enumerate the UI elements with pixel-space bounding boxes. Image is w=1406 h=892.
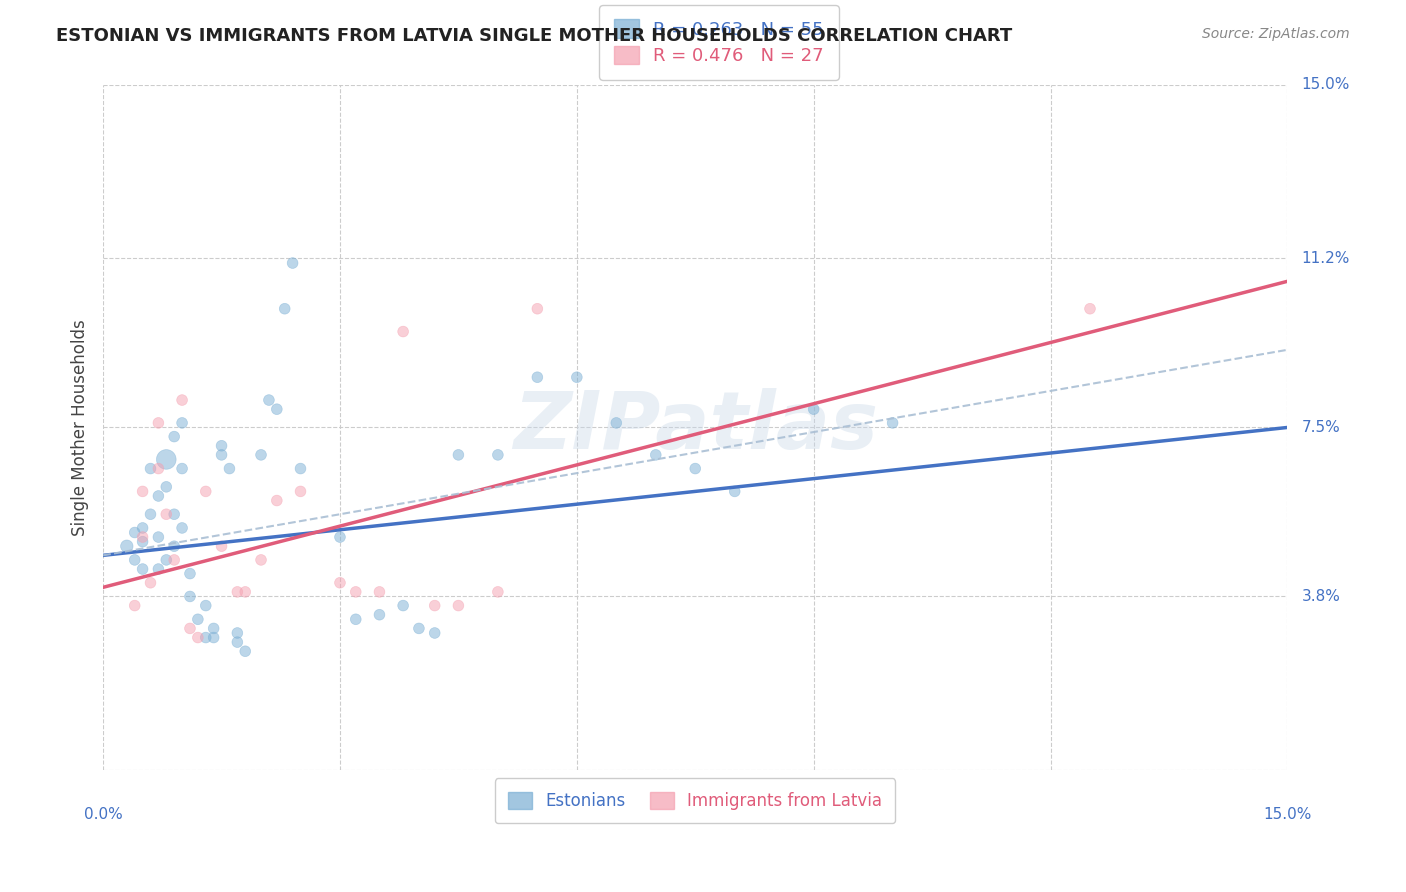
Point xyxy=(290,461,312,475)
Point xyxy=(172,393,194,408)
Point xyxy=(131,530,153,544)
Point xyxy=(172,461,194,475)
Point xyxy=(565,370,588,384)
Point xyxy=(172,416,194,430)
Point xyxy=(368,585,391,599)
Point xyxy=(392,599,415,613)
Point xyxy=(486,585,509,599)
Point xyxy=(486,448,509,462)
Text: 15.0%: 15.0% xyxy=(1263,806,1312,822)
Point xyxy=(124,525,146,540)
Point xyxy=(266,493,288,508)
Point xyxy=(392,325,415,339)
Point xyxy=(202,631,225,645)
Point xyxy=(329,575,352,590)
Legend: Estonians, Immigrants from Latvia: Estonians, Immigrants from Latvia xyxy=(495,779,896,823)
Text: 3.8%: 3.8% xyxy=(1302,589,1340,604)
Point xyxy=(266,402,288,417)
Point xyxy=(179,566,201,581)
Y-axis label: Single Mother Households: Single Mother Households xyxy=(72,319,89,536)
Point xyxy=(163,539,186,553)
Point xyxy=(226,626,249,640)
Point xyxy=(526,370,548,384)
Point xyxy=(131,521,153,535)
Point xyxy=(155,553,177,567)
Point xyxy=(211,539,233,553)
Point xyxy=(882,416,904,430)
Point xyxy=(194,631,217,645)
Point xyxy=(194,599,217,613)
Point xyxy=(605,416,627,430)
Point xyxy=(172,521,194,535)
Point xyxy=(250,553,273,567)
Text: 7.5%: 7.5% xyxy=(1302,420,1340,435)
Point xyxy=(233,644,256,658)
Point xyxy=(139,575,162,590)
Point xyxy=(163,553,186,567)
Point xyxy=(148,530,170,544)
Text: ESTONIAN VS IMMIGRANTS FROM LATVIA SINGLE MOTHER HOUSEHOLDS CORRELATION CHART: ESTONIAN VS IMMIGRANTS FROM LATVIA SINGL… xyxy=(56,27,1012,45)
Point xyxy=(447,448,470,462)
Point xyxy=(155,508,177,522)
Point xyxy=(218,461,240,475)
Point xyxy=(1078,301,1101,316)
Point xyxy=(131,484,153,499)
Point xyxy=(526,301,548,316)
Point xyxy=(202,622,225,636)
Point xyxy=(368,607,391,622)
Point xyxy=(344,612,367,626)
Point xyxy=(423,599,446,613)
Point xyxy=(148,562,170,576)
Point xyxy=(163,429,186,443)
Point xyxy=(257,393,280,408)
Point xyxy=(226,635,249,649)
Point xyxy=(803,402,825,417)
Point xyxy=(226,585,249,599)
Point xyxy=(139,508,162,522)
Point xyxy=(163,508,186,522)
Point xyxy=(179,590,201,604)
Point xyxy=(211,439,233,453)
Point xyxy=(155,452,177,467)
Point xyxy=(273,301,295,316)
Point xyxy=(124,553,146,567)
Point xyxy=(148,416,170,430)
Point xyxy=(148,489,170,503)
Point xyxy=(408,622,430,636)
Text: ZIPatlas: ZIPatlas xyxy=(513,389,877,467)
Point xyxy=(233,585,256,599)
Point xyxy=(131,562,153,576)
Text: 0.0%: 0.0% xyxy=(84,806,122,822)
Text: 11.2%: 11.2% xyxy=(1302,251,1350,266)
Point xyxy=(447,599,470,613)
Point xyxy=(187,612,209,626)
Point xyxy=(131,534,153,549)
Point xyxy=(155,480,177,494)
Point xyxy=(124,599,146,613)
Point xyxy=(724,484,747,499)
Point xyxy=(115,539,138,553)
Point xyxy=(423,626,446,640)
Point xyxy=(250,448,273,462)
Point xyxy=(344,585,367,599)
Point xyxy=(290,484,312,499)
Point xyxy=(179,622,201,636)
Text: Source: ZipAtlas.com: Source: ZipAtlas.com xyxy=(1202,27,1350,41)
Point xyxy=(211,448,233,462)
Point xyxy=(194,484,217,499)
Text: 15.0%: 15.0% xyxy=(1302,78,1350,93)
Point xyxy=(148,461,170,475)
Point xyxy=(187,631,209,645)
Point xyxy=(281,256,304,270)
Point xyxy=(139,461,162,475)
Point xyxy=(329,530,352,544)
Point xyxy=(644,448,666,462)
Point xyxy=(683,461,706,475)
